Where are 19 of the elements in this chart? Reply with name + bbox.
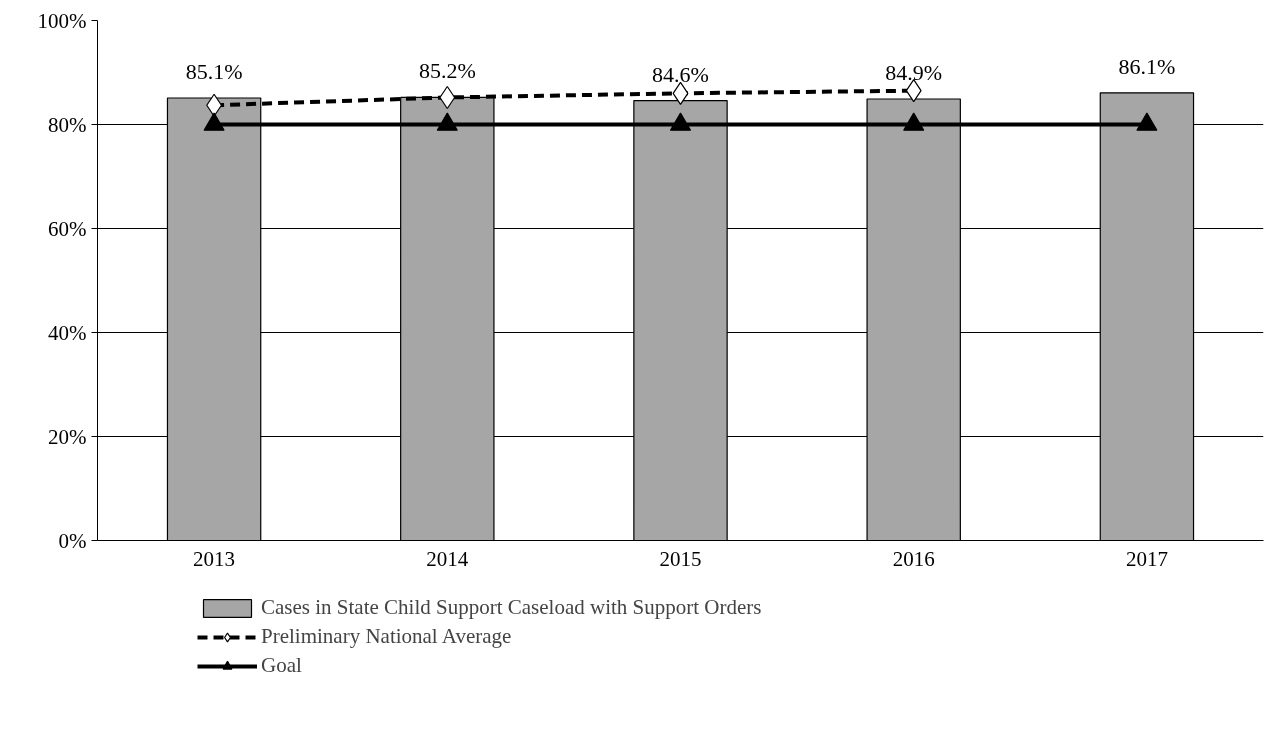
legend-label: Cases in State Child Support Caseload with Support Orders <box>261 595 762 620</box>
x-tick-label: 2016 <box>892 546 935 571</box>
y-tick-label: 40% <box>48 320 87 345</box>
y-tick-label: 0% <box>58 528 87 553</box>
y-tick-label: 60% <box>48 216 87 241</box>
y-tick-label: 80% <box>48 112 87 137</box>
x-tick-label: 2013 <box>193 546 236 571</box>
x-tick-label: 2014 <box>426 546 469 571</box>
data-label: 84.6% <box>652 61 709 87</box>
data-label: 86.1% <box>1118 53 1176 79</box>
y-tick-label: 20% <box>48 424 87 449</box>
y-tick-label: 100% <box>37 8 87 33</box>
x-tick-label: 2015 <box>659 546 702 571</box>
data-label: 84.9% <box>885 60 943 86</box>
data-label: 85.1% <box>185 58 243 84</box>
x-tick-label: 2017 <box>1125 546 1168 571</box>
data-label: 85.2% <box>418 58 476 84</box>
legend-label: Goal <box>261 653 302 678</box>
legend-label: Preliminary National Average <box>261 624 512 649</box>
